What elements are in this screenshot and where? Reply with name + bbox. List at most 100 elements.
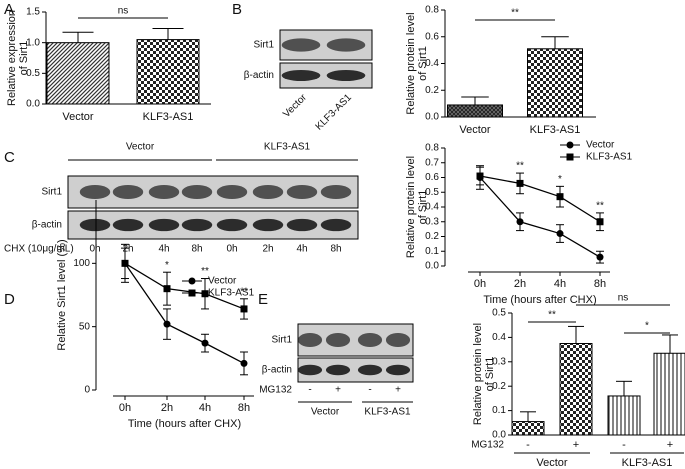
blot-lane-row-label: CHX (10μg/mL) — [4, 244, 74, 255]
point — [516, 179, 524, 187]
bar — [527, 48, 583, 118]
panel-letter: D — [4, 291, 15, 308]
blot-lane-label: 4h — [158, 244, 169, 255]
y-tick-label: 100 — [73, 258, 90, 269]
legend-label: Vector — [208, 276, 237, 287]
blot-lane-label: KLF3-AS1 — [314, 92, 355, 133]
blot-row-label: β-actin — [244, 70, 274, 81]
x-tick-label: 8h — [594, 278, 606, 290]
blot-row-label: β-actin — [32, 220, 62, 231]
group-label: Vector — [536, 457, 568, 469]
blot-band — [112, 218, 144, 232]
blot-band — [79, 184, 111, 200]
y-axis-label: Relative Sirt1 level (%) — [56, 239, 68, 350]
y-tick-label: 0.8 — [425, 5, 439, 16]
group-label: Vector — [311, 407, 340, 418]
x-tick-label: KLF3-AS1 — [143, 111, 194, 123]
y-tick-label: 0.8 — [425, 143, 439, 154]
x-tick-label: KLF3-AS1 — [530, 124, 581, 136]
blot-band — [281, 38, 321, 52]
y-axis-label: of Sirt1 — [18, 41, 30, 76]
x-tick-label: + — [667, 439, 673, 451]
blot-band — [79, 218, 111, 232]
point — [596, 218, 604, 226]
point — [121, 259, 129, 267]
y-tick-label: 0.5 — [26, 68, 40, 79]
blot-band — [252, 218, 284, 232]
series-line — [479, 177, 601, 258]
blot-lane-label: 8h — [191, 244, 202, 255]
blot-band — [385, 332, 411, 348]
blot-row-label: Sirt1 — [271, 335, 292, 346]
y-tick-label: 0.4 — [425, 58, 439, 69]
legend-marker — [188, 289, 196, 297]
blot-band — [286, 218, 318, 232]
y-tick-label: 0.5 — [492, 308, 506, 319]
blot-band — [297, 364, 323, 376]
blot-band — [326, 70, 366, 81]
y-tick-label: 0.2 — [425, 85, 439, 96]
x-tick-label: Vector — [62, 111, 94, 123]
group-label: Vector — [126, 142, 155, 153]
point — [163, 320, 171, 328]
point — [240, 359, 248, 367]
point — [240, 305, 248, 313]
x-tick-label: - — [526, 439, 530, 451]
panel-letter: A — [4, 1, 14, 18]
blot-band — [326, 38, 366, 52]
significance-label: ** — [596, 201, 604, 212]
legend-marker — [566, 141, 574, 149]
blot-lane-label: 2h — [122, 244, 133, 255]
blot-lane-label: + — [395, 385, 401, 396]
series-line — [124, 262, 245, 310]
legend-label: KLF3-AS1 — [586, 152, 633, 163]
blot-lane-label: Vector — [281, 92, 309, 120]
blot-lane-label: 0h — [226, 244, 237, 255]
bar — [136, 39, 200, 105]
blot-band — [112, 184, 144, 200]
significance-label: ns — [118, 6, 129, 17]
point — [556, 193, 564, 201]
y-axis-label: Relative protein level — [405, 156, 417, 258]
panel-letter: E — [258, 291, 268, 308]
y-axis-label: of Sirt1 — [417, 46, 429, 81]
significance-label: ** — [548, 310, 556, 321]
blot-band — [252, 184, 284, 200]
x-tick-label: 0h — [474, 278, 486, 290]
y-tick-label: 0.2 — [425, 231, 439, 242]
legend-marker — [188, 277, 196, 285]
legend-label: Vector — [586, 140, 615, 151]
y-tick-label: 0.4 — [425, 202, 439, 213]
x-row-label: MG132 — [471, 440, 504, 451]
x-tick-label: 4h — [199, 402, 211, 414]
blot-row-label: Sirt1 — [253, 40, 274, 51]
significance-label: ** — [240, 286, 248, 297]
blot-band — [148, 184, 180, 200]
group-label: KLF3-AS1 — [264, 142, 311, 153]
y-axis-label: Relative protein level — [472, 323, 484, 425]
x-tick-label: - — [622, 439, 626, 451]
blot-band — [216, 218, 248, 232]
blot-band — [216, 184, 248, 200]
y-tick-label: 0.0 — [492, 430, 506, 441]
y-tick-label: 0.0 — [425, 112, 439, 123]
blot-row-label: β-actin — [262, 365, 292, 376]
blot-lane-label: 8h — [330, 244, 341, 255]
blot-lane-label: 4h — [296, 244, 307, 255]
bar — [653, 352, 685, 436]
point — [516, 218, 524, 226]
y-tick-label: 1.0 — [26, 37, 40, 48]
blot-band — [320, 218, 352, 232]
blot-band — [181, 184, 213, 200]
significance-label: * — [645, 321, 649, 332]
x-tick-label: 2h — [161, 402, 173, 414]
blot-band — [181, 218, 213, 232]
bar — [46, 42, 110, 105]
blot-band — [325, 332, 351, 348]
y-tick-label: 0.3 — [492, 356, 506, 367]
x-tick-label: 8h — [238, 402, 250, 414]
blot-band — [297, 332, 323, 348]
blot-lane-label: + — [335, 385, 341, 396]
significance-label: * — [165, 260, 169, 271]
significance-label: ** — [516, 161, 524, 172]
